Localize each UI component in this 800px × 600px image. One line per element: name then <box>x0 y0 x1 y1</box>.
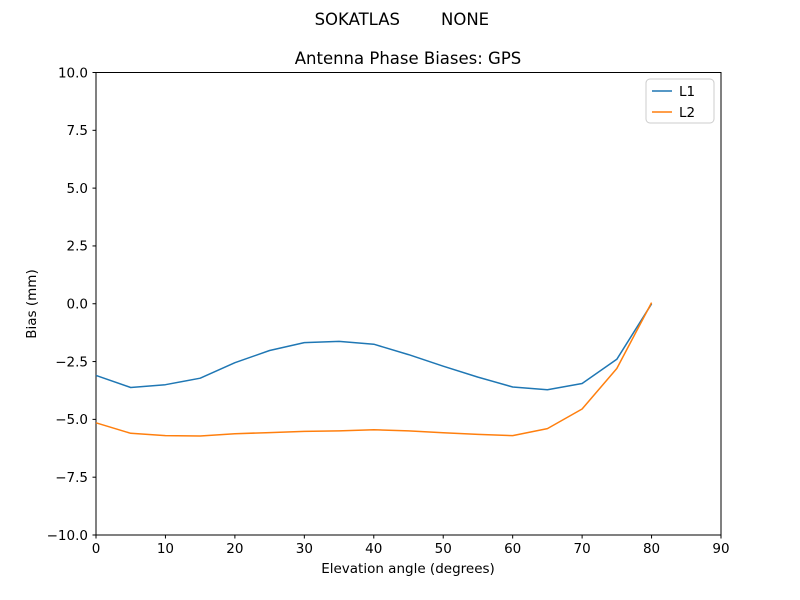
y-tick-label: 10.0 <box>58 65 88 81</box>
y-axis-label: Bias (mm) <box>24 269 40 338</box>
legend-label-l2: L2 <box>679 105 695 121</box>
x-tick-label: 60 <box>504 541 521 557</box>
series-lines <box>95 302 653 437</box>
figure-suptitle-right: NONE <box>441 10 489 29</box>
x-tick-label: 10 <box>157 541 174 557</box>
series-line-l2 <box>95 302 653 437</box>
x-tick-label: 40 <box>365 541 382 557</box>
x-tick-label: 20 <box>226 541 243 557</box>
legend-label-l1: L1 <box>679 84 695 100</box>
x-tick-label: 0 <box>92 541 101 557</box>
y-tick-label: 2.5 <box>67 239 88 255</box>
y-axis-ticks: −10.0 −7.5 −5.0 −2.5 0.0 2.5 5.0 7.5 10.0 <box>47 65 96 544</box>
plot-frame <box>95 72 722 536</box>
x-tick-label: 80 <box>643 541 660 557</box>
y-tick-label: −5.0 <box>55 412 88 428</box>
x-tick-label: 50 <box>435 541 452 557</box>
y-tick-label: 7.5 <box>67 123 88 139</box>
y-tick-label: −7.5 <box>55 470 88 486</box>
y-tick-label: −2.5 <box>55 354 88 370</box>
y-tick-label: 0.0 <box>67 297 88 313</box>
x-tick-label: 70 <box>574 541 591 557</box>
y-tick-label: 5.0 <box>67 181 88 197</box>
x-axis-label: Elevation angle (degrees) <box>321 561 495 577</box>
x-tick-label: 90 <box>712 541 729 557</box>
x-tick-label: 30 <box>296 541 313 557</box>
series-line-l1 <box>95 303 653 391</box>
x-axis-ticks: 0 10 20 30 40 50 60 70 80 90 <box>92 535 730 557</box>
y-tick-label: −10.0 <box>47 528 88 544</box>
figure-suptitle-left: SOKATLAS <box>315 10 400 29</box>
chart-title: Antenna Phase Biases: GPS <box>295 49 522 68</box>
